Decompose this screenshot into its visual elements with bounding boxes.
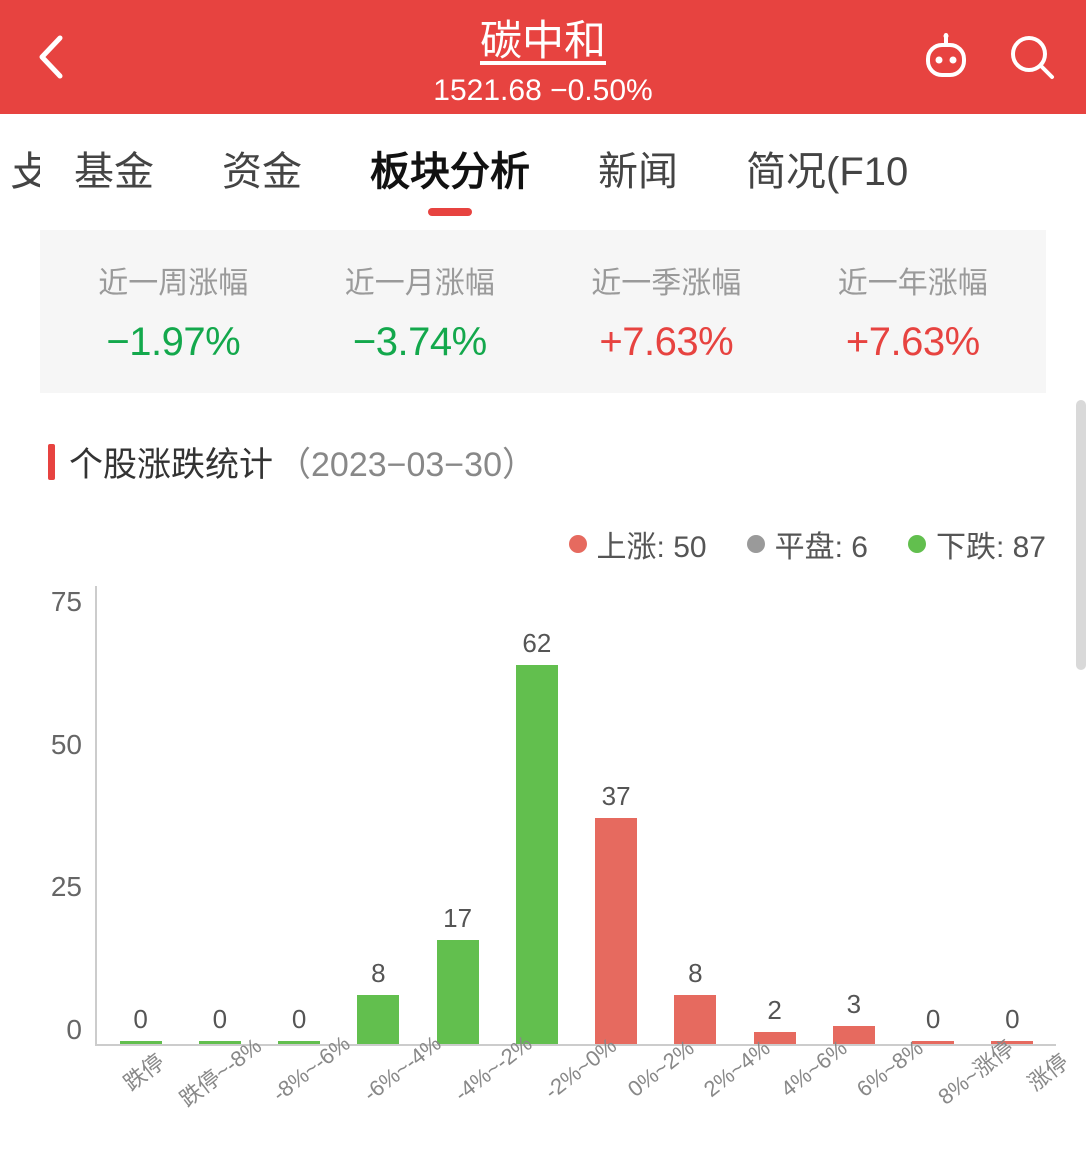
stat-value: −1.97% bbox=[50, 320, 297, 365]
stat-0: 近一周涨幅 −1.97% bbox=[50, 258, 297, 365]
scrollbar[interactable] bbox=[1076, 400, 1086, 670]
section-accent-bar bbox=[48, 444, 55, 480]
tab-4[interactable]: 简况(F10 bbox=[712, 114, 942, 222]
bar-7[interactable]: 8 bbox=[656, 586, 735, 1044]
search-icon bbox=[1008, 33, 1056, 81]
stat-3: 近一年涨幅 +7.63% bbox=[790, 258, 1037, 365]
robot-button[interactable] bbox=[922, 33, 970, 81]
section-title: 个股涨跌统计 （2023−03−30） bbox=[48, 437, 1086, 486]
chart-plot-area: 000817623782300 bbox=[95, 586, 1056, 1046]
back-button[interactable] bbox=[30, 32, 70, 82]
bar-3[interactable]: 8 bbox=[339, 586, 418, 1044]
legend-flat-dot bbox=[747, 535, 765, 553]
robot-icon bbox=[922, 33, 970, 81]
chart-x-axis: 跌停跌停~-8%-8%~-6%-6%~-4%-4%~-2%-2%~0%0%~2%… bbox=[95, 1046, 1056, 1136]
bar-1[interactable]: 0 bbox=[180, 586, 259, 1044]
legend-up-label: 上涨: 50 bbox=[597, 522, 707, 566]
app-header: 碳中和 1521.68 −0.50% bbox=[0, 0, 1086, 114]
legend-flat-label: 平盘: 6 bbox=[775, 522, 868, 566]
bar-value-label: 8 bbox=[371, 958, 385, 989]
chart-bars: 000817623782300 bbox=[97, 586, 1056, 1044]
legend-up: 上涨: 50 bbox=[569, 522, 707, 566]
search-button[interactable] bbox=[1008, 33, 1056, 81]
tab-1[interactable]: 资金 bbox=[188, 114, 336, 222]
bar-rect bbox=[595, 818, 637, 1044]
chart-legend: 上涨: 50 平盘: 6 下跌: 87 bbox=[0, 522, 1046, 566]
section-title-text: 个股涨跌统计 bbox=[69, 437, 273, 486]
bar-value-label: 2 bbox=[767, 995, 781, 1026]
legend-up-dot bbox=[569, 535, 587, 553]
legend-down-dot bbox=[908, 535, 926, 553]
stat-label: 近一年涨幅 bbox=[790, 258, 1037, 302]
bar-rect bbox=[516, 665, 558, 1044]
stock-name: 碳中和 bbox=[433, 7, 652, 68]
tab-2[interactable]: 板块分析 bbox=[336, 114, 564, 222]
y-tick: 50 bbox=[51, 729, 82, 761]
header-actions bbox=[922, 33, 1056, 81]
tab-0[interactable]: 基金 bbox=[40, 114, 188, 222]
bar-8[interactable]: 2 bbox=[735, 586, 814, 1044]
y-tick: 25 bbox=[51, 871, 82, 903]
stat-label: 近一月涨幅 bbox=[297, 258, 544, 302]
bar-value-label: 62 bbox=[522, 628, 551, 659]
y-tick: 0 bbox=[66, 1014, 82, 1046]
stock-price: 1521.68 bbox=[433, 74, 541, 107]
stat-1: 近一月涨幅 −3.74% bbox=[297, 258, 544, 365]
tab-3[interactable]: 新闻 bbox=[564, 114, 712, 222]
legend-down-label: 下跌: 87 bbox=[936, 522, 1046, 566]
bar-rect bbox=[357, 995, 399, 1044]
header-title-block[interactable]: 碳中和 1521.68 −0.50% bbox=[433, 7, 652, 108]
bar-value-label: 0 bbox=[926, 1004, 940, 1035]
bar-4[interactable]: 17 bbox=[418, 586, 497, 1044]
bar-9[interactable]: 3 bbox=[814, 586, 893, 1044]
bar-value-label: 3 bbox=[847, 989, 861, 1020]
tab-bar: 攴 基金资金板块分析新闻简况(F10 bbox=[0, 114, 1086, 222]
stat-value: +7.63% bbox=[790, 320, 1037, 365]
bar-value-label: 0 bbox=[292, 1004, 306, 1035]
stat-value: −3.74% bbox=[297, 320, 544, 365]
bar-10[interactable]: 0 bbox=[894, 586, 973, 1044]
distribution-chart: 7550250 000817623782300 跌停跌停~-8%-8%~-6%-… bbox=[20, 576, 1066, 1136]
bar-value-label: 17 bbox=[443, 903, 472, 934]
stock-change: −0.50% bbox=[550, 74, 653, 107]
tab-overflow-left[interactable]: 攴 bbox=[10, 139, 40, 197]
bar-11[interactable]: 0 bbox=[973, 586, 1052, 1044]
stat-label: 近一季涨幅 bbox=[543, 258, 790, 302]
bar-2[interactable]: 0 bbox=[260, 586, 339, 1044]
stat-label: 近一周涨幅 bbox=[50, 258, 297, 302]
stat-value: +7.63% bbox=[543, 320, 790, 365]
bar-0[interactable]: 0 bbox=[101, 586, 180, 1044]
legend-flat: 平盘: 6 bbox=[747, 522, 868, 566]
period-change-card: 近一周涨幅−1.97%近一月涨幅−3.74%近一季涨幅+7.63%近一年涨幅+7… bbox=[40, 230, 1046, 393]
bar-value-label: 8 bbox=[688, 958, 702, 989]
bar-value-label: 37 bbox=[602, 781, 631, 812]
bar-6[interactable]: 37 bbox=[577, 586, 656, 1044]
bar-value-label: 0 bbox=[1005, 1004, 1019, 1035]
chevron-left-icon bbox=[36, 34, 64, 80]
stock-price-line: 1521.68 −0.50% bbox=[433, 74, 652, 108]
legend-down: 下跌: 87 bbox=[908, 522, 1046, 566]
stat-2: 近一季涨幅 +7.63% bbox=[543, 258, 790, 365]
bar-5[interactable]: 62 bbox=[497, 586, 576, 1044]
bar-rect bbox=[437, 940, 479, 1044]
y-tick: 75 bbox=[51, 586, 82, 618]
section-date: （2023−03−30） bbox=[277, 437, 536, 486]
chart-y-axis: 75 50 25 0 bbox=[20, 576, 90, 1046]
